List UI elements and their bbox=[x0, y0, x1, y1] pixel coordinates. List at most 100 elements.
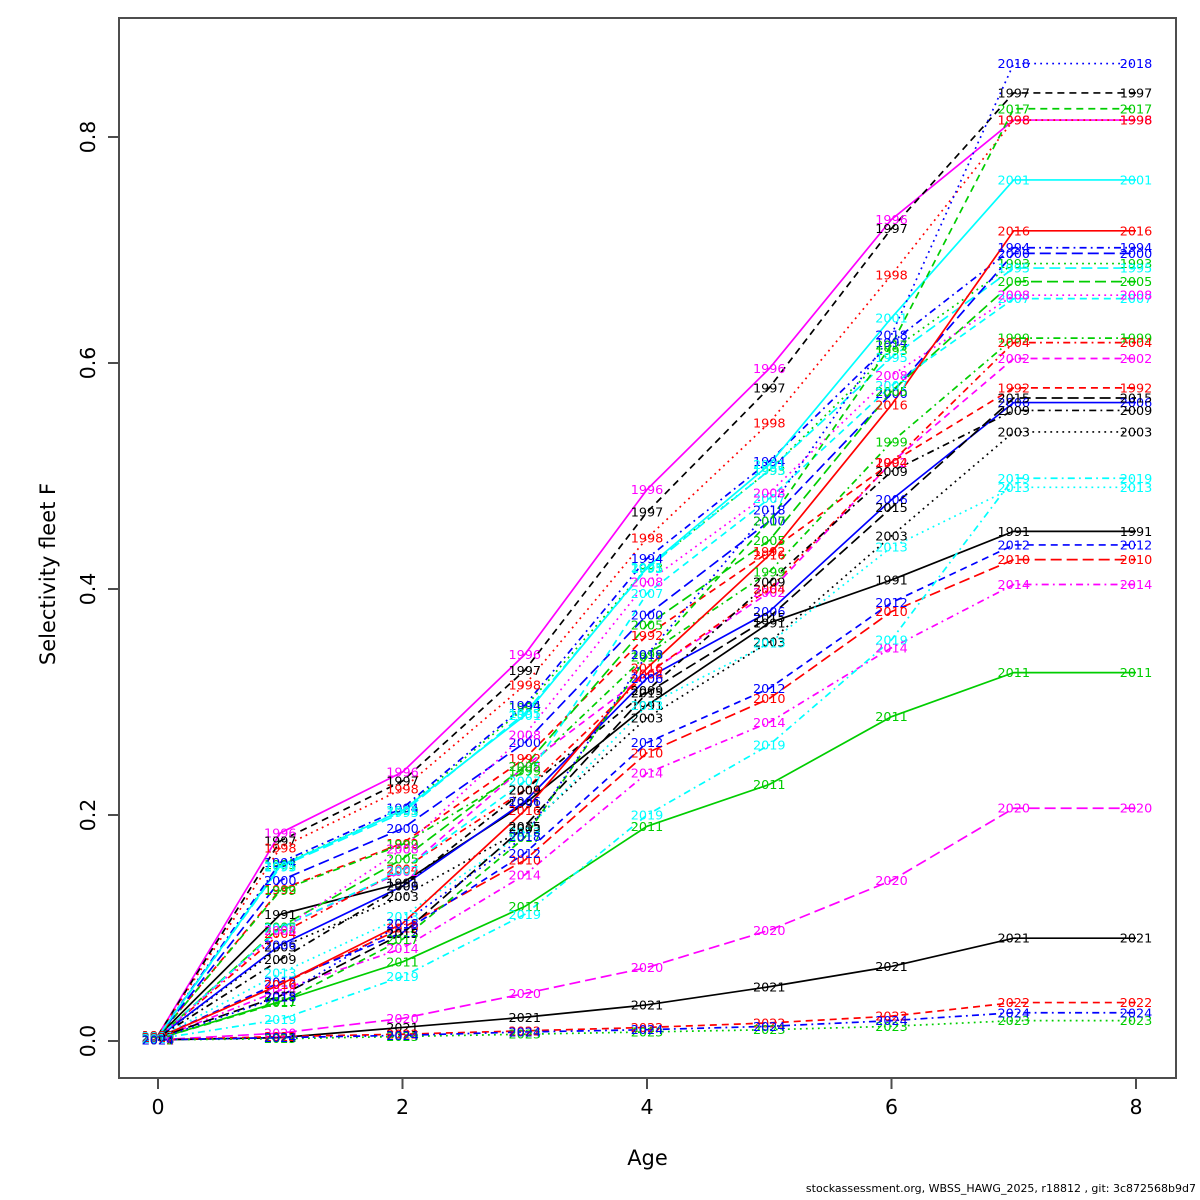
year-label-2017-age3: 2017 bbox=[508, 831, 541, 846]
year-label-2001-age6: 2001 bbox=[875, 311, 908, 326]
year-label-2015-age6: 2015 bbox=[875, 501, 908, 516]
year-label-2003-age7: 2003 bbox=[997, 425, 1030, 440]
year-label-2001-age2: 2001 bbox=[386, 804, 419, 819]
year-label-1998-age2: 1998 bbox=[386, 783, 419, 798]
year-label-1992-age1: 1992 bbox=[264, 883, 297, 898]
year-label-2022-age2: 2022 bbox=[386, 1028, 419, 1043]
year-label-2008-age4: 2008 bbox=[631, 576, 664, 591]
year-label-2013-age5: 2013 bbox=[753, 637, 786, 652]
year-label-2002-age0: 2002 bbox=[142, 1031, 175, 1046]
y-tick-label: 0.4 bbox=[76, 573, 100, 606]
year-label-2008-age6: 2008 bbox=[875, 369, 908, 384]
year-label-2019-age8: 2019 bbox=[1120, 472, 1153, 487]
year-label-2015-age0: 2015 bbox=[142, 1031, 175, 1046]
year-label-1995-age8: 1995 bbox=[1120, 262, 1153, 277]
footer-attribution: stockassessment.org, WBSS_HAWG_2025, r18… bbox=[805, 1182, 1196, 1195]
year-label-2015-age5: 2015 bbox=[753, 611, 786, 626]
year-label-2017-age4: 2017 bbox=[631, 650, 664, 665]
x-axis-title: Age bbox=[627, 1146, 668, 1170]
year-label-1991-age7: 1991 bbox=[997, 525, 1030, 540]
year-label-2017-age6: 2017 bbox=[875, 338, 908, 353]
year-label-2010-age4: 2010 bbox=[631, 746, 664, 761]
year-label-2011-age2: 2011 bbox=[386, 955, 419, 970]
year-label-1996-age8: 1996 bbox=[1120, 114, 1153, 129]
series-line-1992 bbox=[157, 387, 1136, 1038]
year-label-1993-age5: 1993 bbox=[753, 464, 786, 479]
year-label-2007-age6: 2007 bbox=[875, 379, 908, 394]
year-label-2016-age4: 2016 bbox=[631, 662, 664, 677]
year-label-2011-age8: 2011 bbox=[1120, 666, 1153, 681]
year-label-1999-age8: 1999 bbox=[1120, 332, 1153, 347]
x-tick-label: 6 bbox=[885, 1095, 898, 1119]
year-label-2006-age8: 2006 bbox=[1120, 396, 1153, 411]
year-label-2006-age1: 2006 bbox=[264, 938, 297, 953]
year-label-2015-age3: 2015 bbox=[508, 820, 541, 835]
year-label-2004-age4: 2004 bbox=[631, 667, 664, 682]
year-label-2005-age7: 2005 bbox=[997, 275, 1030, 290]
x-tick-label: 0 bbox=[151, 1095, 164, 1119]
year-label-1997-age7: 1997 bbox=[997, 86, 1030, 101]
year-label-1999-age6: 1999 bbox=[875, 436, 908, 451]
year-label-2012-age4: 2012 bbox=[631, 736, 664, 751]
year-label-2000-age3: 2000 bbox=[508, 736, 541, 751]
year-label-2010-age0: 2010 bbox=[142, 1031, 175, 1046]
year-label-1993-age3: 1993 bbox=[508, 701, 541, 716]
year-label-1994-age8: 1994 bbox=[1120, 241, 1153, 256]
year-label-2024-age8: 2024 bbox=[1120, 1006, 1153, 1021]
year-label-2020-age6: 2020 bbox=[875, 874, 908, 889]
year-label-2020-age0: 2020 bbox=[142, 1033, 175, 1048]
year-label-1994-age3: 1994 bbox=[508, 699, 541, 714]
year-label-2007-age1: 2007 bbox=[264, 922, 297, 937]
year-label-2020-age2: 2020 bbox=[386, 1012, 419, 1027]
series-line-2023 bbox=[157, 1019, 1136, 1041]
year-label-2006-age6: 2006 bbox=[875, 493, 908, 508]
year-label-1994-age4: 1994 bbox=[631, 552, 664, 567]
year-label-1991-age1: 1991 bbox=[264, 908, 297, 923]
year-label-2012-age5: 2012 bbox=[753, 682, 786, 697]
year-label-1991-age4: 1991 bbox=[631, 699, 664, 714]
x-tick-label: 4 bbox=[640, 1095, 653, 1119]
year-label-2011-age4: 2011 bbox=[631, 820, 664, 835]
year-label-1996-age1: 1996 bbox=[264, 827, 297, 842]
year-label-2002-age3: 2002 bbox=[508, 760, 541, 775]
year-label-2021-age0: 2021 bbox=[142, 1033, 175, 1048]
year-label-2004-age8: 2004 bbox=[1120, 336, 1153, 351]
year-label-2020-age4: 2020 bbox=[631, 961, 664, 976]
year-label-2019-age2: 2019 bbox=[386, 970, 419, 985]
year-label-2006-age2: 2006 bbox=[386, 880, 419, 895]
year-label-2003-age5: 2003 bbox=[753, 636, 786, 651]
year-label-2006-age7: 2006 bbox=[997, 396, 1030, 411]
year-label-2002-age4: 2002 bbox=[631, 667, 664, 682]
year-label-2018-age0: 2018 bbox=[142, 1032, 175, 1047]
year-label-2024-age2: 2024 bbox=[386, 1029, 419, 1044]
year-label-2023-age0: 2023 bbox=[142, 1033, 175, 1048]
year-label-2024-age1: 2024 bbox=[264, 1031, 297, 1046]
year-label-1994-age7: 1994 bbox=[997, 241, 1030, 256]
year-label-2022-age1: 2022 bbox=[264, 1030, 297, 1045]
series-line-2020 bbox=[157, 807, 1136, 1041]
year-label-1992-age7: 1992 bbox=[997, 381, 1030, 396]
year-label-2022-age0: 2022 bbox=[142, 1033, 175, 1048]
year-label-2015-age7: 2015 bbox=[997, 392, 1030, 407]
year-label-2021-age3: 2021 bbox=[508, 1011, 541, 1026]
year-label-1992-age5: 1992 bbox=[753, 545, 786, 560]
year-label-2011-age5: 2011 bbox=[753, 778, 786, 793]
series-line-2010 bbox=[157, 558, 1136, 1039]
year-label-1991-age6: 1991 bbox=[875, 573, 908, 588]
year-label-2012-age8: 2012 bbox=[1120, 538, 1153, 553]
year-label-1997-age8: 1997 bbox=[1120, 86, 1153, 101]
year-label-1993-age8: 1993 bbox=[1120, 257, 1153, 272]
year-label-2023-age6: 2023 bbox=[875, 1020, 908, 1035]
year-label-2021-age7: 2021 bbox=[997, 932, 1030, 947]
year-label-2003-age0: 2003 bbox=[142, 1031, 175, 1046]
year-label-1998-age3: 1998 bbox=[508, 679, 541, 694]
year-label-2023-age7: 2023 bbox=[997, 1014, 1030, 1029]
year-label-2007-age5: 2007 bbox=[753, 492, 786, 507]
year-label-2007-age7: 2007 bbox=[997, 292, 1030, 307]
year-label-1998-age0: 1998 bbox=[142, 1029, 175, 1044]
year-label-2008-age3: 2008 bbox=[508, 728, 541, 743]
year-label-1996-age6: 1996 bbox=[875, 213, 908, 228]
series-line-2019 bbox=[157, 477, 1136, 1040]
year-label-2020-age7: 2020 bbox=[997, 802, 1030, 817]
